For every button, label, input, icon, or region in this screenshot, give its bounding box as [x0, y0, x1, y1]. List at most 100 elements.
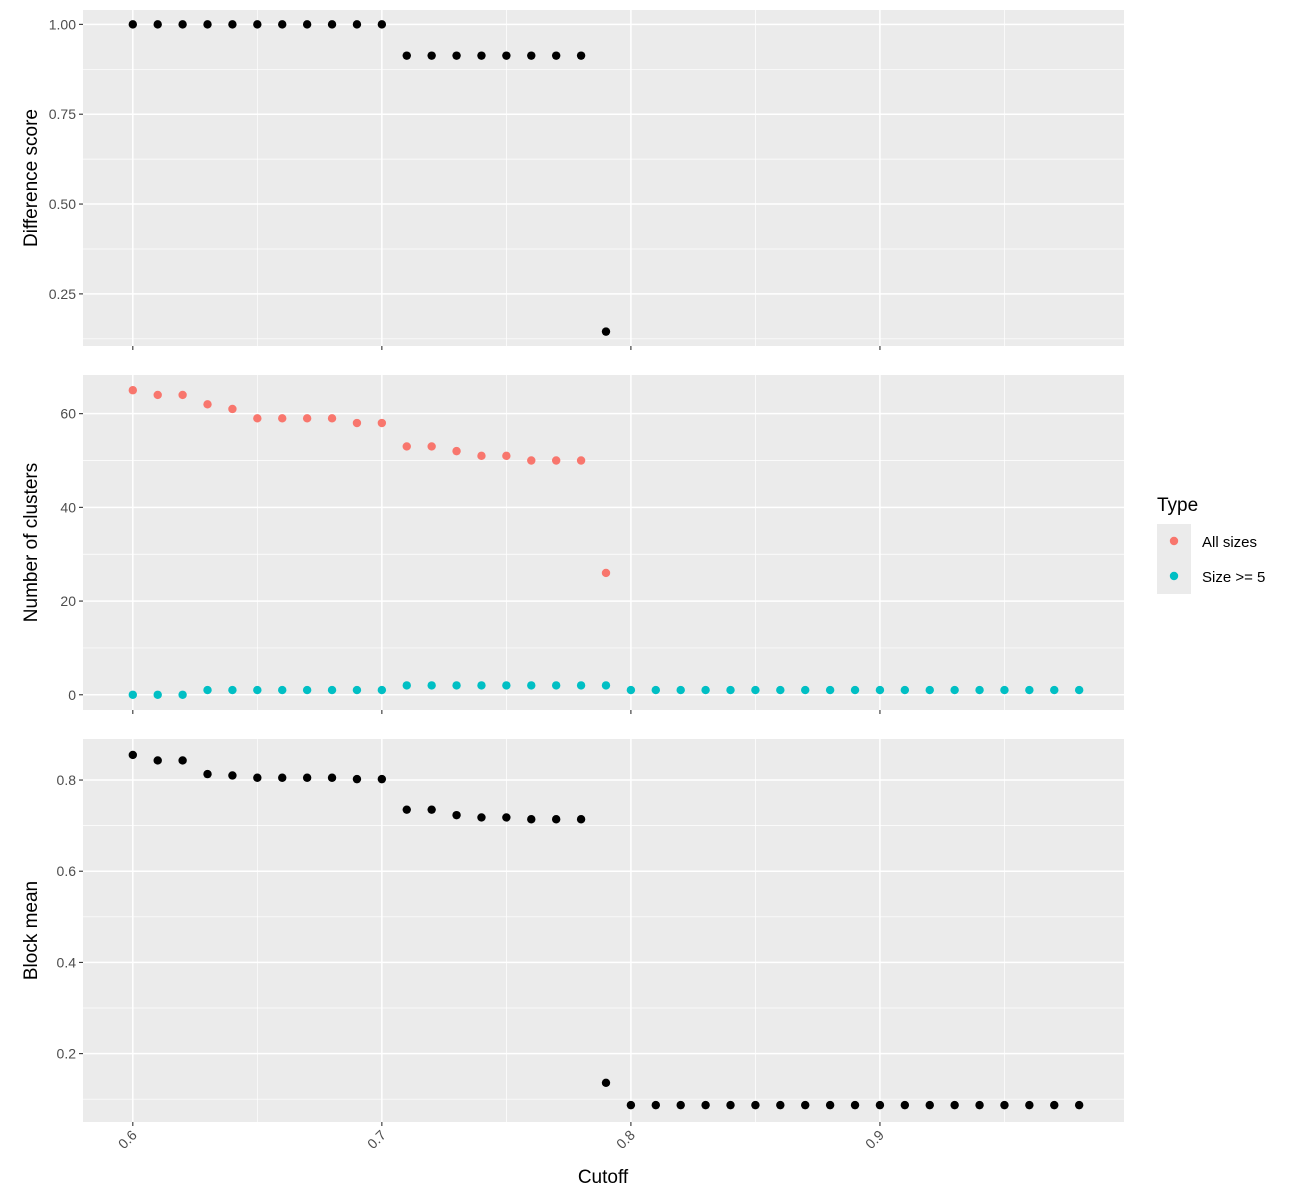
data-point [502, 51, 511, 60]
data-point [875, 685, 885, 695]
data-point [178, 390, 187, 400]
series-1 [128, 386, 611, 578]
data-point [278, 685, 287, 695]
data-point [701, 685, 710, 695]
data-point [751, 685, 760, 695]
data-point [302, 773, 312, 782]
data-point [128, 386, 138, 395]
data-point [377, 20, 387, 29]
data-point [527, 815, 536, 824]
data-point [203, 20, 212, 29]
data-point [402, 805, 411, 814]
data-point [726, 685, 735, 695]
data-point [253, 20, 262, 29]
data-point [253, 685, 262, 695]
y-tick-label: 20 [60, 593, 76, 609]
data-point [925, 685, 934, 695]
data-point [1050, 1100, 1059, 1110]
data-point [576, 51, 586, 60]
data-point [128, 750, 138, 760]
data-point [178, 690, 187, 699]
data-point [502, 813, 511, 822]
data-point [352, 418, 362, 428]
data-point [452, 51, 461, 60]
y-axis-title: Block mean [21, 881, 42, 980]
data-point [601, 327, 611, 336]
data-point [651, 1100, 660, 1110]
data-point [950, 1100, 959, 1110]
y-tick-label: 0.50 [49, 196, 76, 212]
data-point [1000, 685, 1009, 695]
panel-1: 0.25 0.50 0.75 1.00 Difference score [21, 10, 1124, 350]
x-tick-label: 0.6 [115, 1127, 140, 1152]
data-point [278, 773, 287, 782]
data-point [551, 815, 561, 824]
data-point [1074, 1100, 1084, 1110]
data-point [128, 690, 138, 699]
data-point [427, 442, 436, 451]
data-point [626, 685, 636, 695]
data-point [278, 20, 287, 29]
panel-background [83, 10, 1124, 346]
legend: Type All sizes Size >= 5 [1157, 495, 1265, 594]
data-point [850, 1100, 860, 1110]
data-point [153, 690, 162, 699]
data-point [527, 51, 536, 60]
data-point [203, 685, 212, 695]
x-tick-label: 0.8 [613, 1127, 638, 1152]
data-point [377, 418, 387, 428]
data-point [128, 20, 138, 29]
data-point [377, 685, 387, 695]
y-tick-label: 0.75 [49, 106, 76, 122]
data-point [875, 1100, 885, 1110]
data-point [850, 685, 860, 695]
data-point [726, 1100, 735, 1110]
data-point [452, 446, 461, 456]
data-point [452, 810, 461, 820]
data-point [402, 442, 411, 451]
data-point [576, 815, 586, 824]
data-point [1074, 685, 1084, 695]
data-point [776, 1100, 785, 1110]
data-point [1025, 685, 1034, 695]
y-axis-title: Number of clusters [21, 463, 42, 622]
data-point [253, 414, 262, 423]
data-point [302, 414, 312, 423]
data-point [801, 1100, 810, 1110]
data-point [427, 681, 436, 690]
data-point [253, 773, 262, 782]
data-point [377, 774, 387, 784]
x-tick-label: 0.7 [364, 1127, 389, 1152]
data-point [776, 685, 785, 695]
data-point [153, 20, 162, 29]
data-point [1000, 1100, 1009, 1110]
panel-background [83, 375, 1124, 710]
panel-3: 0.2 0.4 0.6 0.8 Block mean 0.6 0.7 0.8 0.9 [21, 739, 1124, 1152]
series-2 [128, 681, 1084, 699]
y-tick-label: 60 [60, 406, 76, 422]
series-1 [128, 750, 1084, 1110]
data-point [601, 1078, 611, 1087]
data-point [900, 685, 910, 695]
data-point [427, 805, 436, 814]
data-point [701, 1100, 710, 1110]
y-tick-label: 0.4 [57, 954, 77, 970]
data-point [302, 685, 312, 695]
data-point [651, 685, 660, 695]
data-point [228, 685, 237, 695]
data-point [327, 685, 337, 695]
panels-layer: 0.25 0.50 0.75 1.00 Difference score 0 20 40 60 N… [21, 10, 1124, 1152]
data-point [551, 681, 561, 690]
data-point [477, 51, 486, 60]
data-point [551, 51, 561, 60]
data-point [975, 1100, 984, 1110]
data-point [228, 771, 237, 780]
legend-title: Type [1157, 495, 1198, 516]
data-point [601, 568, 611, 578]
data-point [925, 1100, 934, 1110]
data-point [825, 685, 835, 695]
data-point [527, 681, 536, 690]
data-point [751, 1100, 760, 1110]
data-point [352, 685, 362, 695]
data-point [502, 451, 511, 461]
